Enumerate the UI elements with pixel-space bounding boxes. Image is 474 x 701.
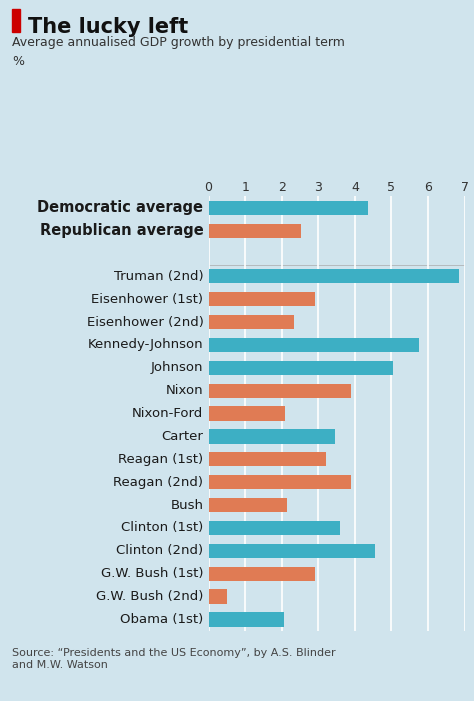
Bar [209, 590, 227, 604]
Text: Clinton (2nd): Clinton (2nd) [116, 545, 203, 557]
Text: Eisenhower (1st): Eisenhower (1st) [91, 293, 203, 306]
Bar [209, 383, 351, 397]
Bar [209, 498, 287, 512]
Bar [209, 521, 340, 535]
Text: Average annualised GDP growth by presidential term: Average annualised GDP growth by preside… [12, 36, 345, 50]
Bar [209, 407, 285, 421]
Text: Nixon-Ford: Nixon-Ford [132, 407, 203, 420]
Text: Republican average: Republican average [40, 223, 203, 238]
Text: Reagan (1st): Reagan (1st) [118, 453, 203, 466]
Bar [209, 544, 375, 558]
Text: Obama (1st): Obama (1st) [120, 613, 203, 626]
Bar [209, 452, 326, 466]
Bar [209, 292, 315, 306]
Text: Source: “Presidents and the US Economy”, by A.S. Blinder
and M.W. Watson: Source: “Presidents and the US Economy”,… [12, 648, 336, 670]
Text: %: % [12, 55, 24, 69]
Text: Clinton (1st): Clinton (1st) [121, 522, 203, 534]
Text: Democratic average: Democratic average [37, 200, 203, 215]
Bar [209, 566, 315, 581]
Bar [209, 224, 301, 238]
Bar [209, 475, 351, 489]
Bar [209, 430, 335, 444]
Bar [209, 200, 368, 215]
Text: Johnson: Johnson [151, 361, 203, 374]
Text: Reagan (2nd): Reagan (2nd) [113, 476, 203, 489]
Text: The lucky left: The lucky left [28, 17, 189, 37]
Text: Eisenhower (2nd): Eisenhower (2nd) [87, 315, 203, 329]
Bar [209, 315, 294, 329]
Text: Kennedy-Johnson: Kennedy-Johnson [88, 339, 203, 351]
Text: Nixon: Nixon [166, 384, 203, 397]
Bar [209, 269, 459, 283]
Text: G.W. Bush (2nd): G.W. Bush (2nd) [96, 590, 203, 603]
Bar [209, 361, 393, 375]
Text: Truman (2nd): Truman (2nd) [114, 270, 203, 283]
Text: Bush: Bush [171, 498, 203, 512]
Text: Carter: Carter [162, 430, 203, 443]
Bar [209, 338, 419, 352]
Text: G.W. Bush (1st): G.W. Bush (1st) [101, 567, 203, 580]
Bar [209, 613, 283, 627]
